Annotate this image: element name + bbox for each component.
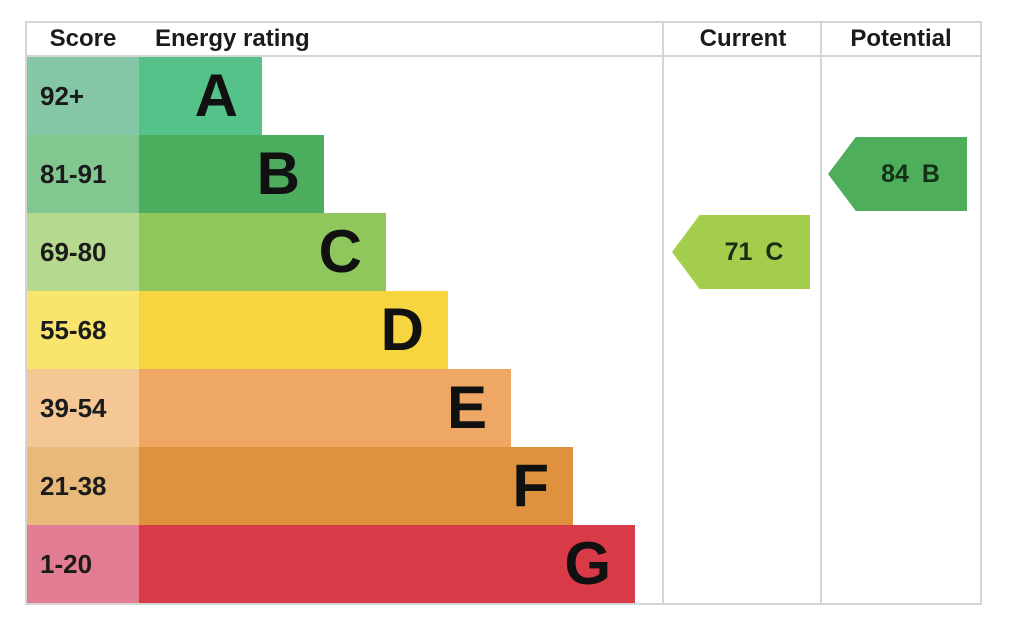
band-bar-B: B (139, 135, 324, 213)
potential-rating-arrow: 84 B (828, 137, 967, 211)
score-range-E: 39-54 (27, 369, 139, 447)
potential-rating-band: B (921, 159, 940, 188)
score-range-D: 55-68 (27, 291, 139, 369)
band-letter-D: D (380, 296, 424, 363)
band-bar-F: F (139, 447, 573, 525)
band-row-C: 69-80 C (27, 213, 980, 291)
score-column-header: Score (49, 25, 117, 52)
band-letter-G: G (564, 530, 611, 597)
current-rating-band: C (765, 237, 784, 266)
band-row-F: 21-38 F (27, 447, 980, 525)
score-range-A: 92+ (27, 57, 139, 135)
potential-column-header: Potential (850, 25, 952, 52)
score-range-G: 1-20 (27, 525, 139, 603)
current-rating-arrow: 71 C (672, 215, 810, 289)
band-letter-C: C (318, 218, 362, 285)
current-rating-value: 71 (724, 237, 753, 266)
band-rows: 92+ A 81-91 B 69-80 C 55-68 D 39-54 E 21-38 F 1-20 G (27, 57, 980, 603)
current-column-header: Current (699, 25, 787, 52)
score-range-B: 81-91 (27, 135, 139, 213)
band-letter-A: A (194, 62, 238, 129)
band-row-G: 1-20 G (27, 525, 980, 603)
energy-rating-column-header: Energy rating (155, 25, 310, 52)
band-letter-E: E (446, 374, 487, 441)
band-row-B: 81-91 B (27, 135, 980, 213)
band-bar-D: D (139, 291, 448, 369)
band-bar-A: A (139, 57, 262, 135)
column-divider-current (662, 23, 664, 603)
potential-rating-value: 84 (881, 159, 909, 188)
column-divider-potential (820, 23, 822, 603)
epc-table: Score Energy rating Current Potential 92… (25, 21, 982, 605)
band-bar-C: C (139, 213, 386, 291)
table-header-row: Score Energy rating Current Potential (27, 23, 980, 57)
band-bar-G: G (139, 525, 635, 603)
band-row-A: 92+ A (27, 57, 980, 135)
score-range-C: 69-80 (27, 213, 139, 291)
band-letter-B: B (256, 140, 300, 207)
score-range-F: 21-38 (27, 447, 139, 525)
band-bar-E: E (139, 369, 511, 447)
band-letter-F: F (512, 452, 549, 519)
band-row-E: 39-54 E (27, 369, 980, 447)
band-row-D: 55-68 D (27, 291, 980, 369)
